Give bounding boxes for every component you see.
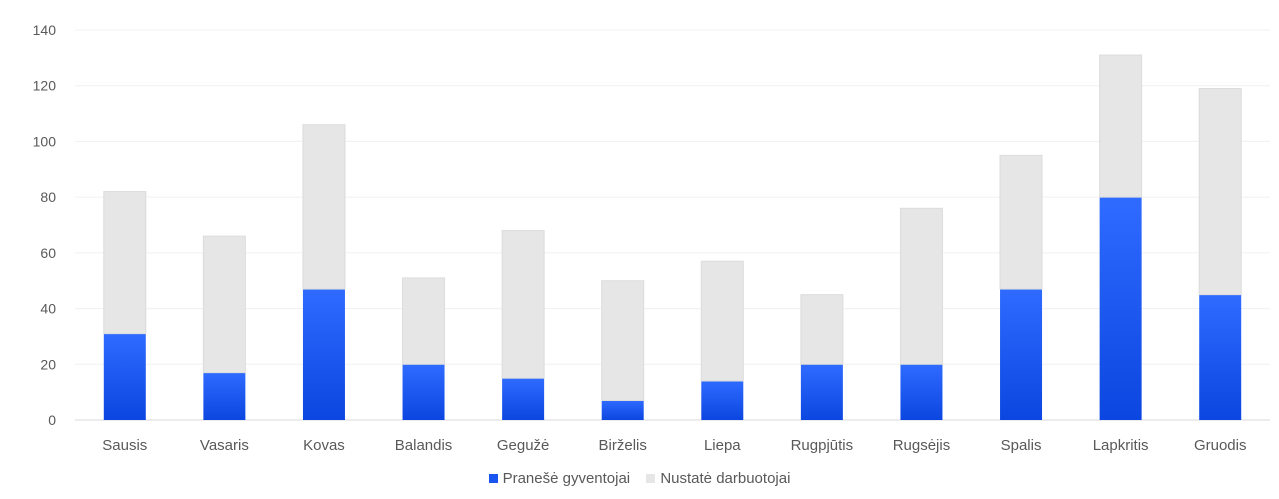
x-category-label: Vasaris: [200, 437, 249, 454]
x-category-label: Rugsėjis: [893, 437, 951, 454]
y-tick-label: 80: [40, 189, 56, 205]
bar-segment-residents: [103, 333, 146, 420]
bar-segment-residents: [1199, 294, 1242, 420]
y-tick-label: 40: [40, 301, 56, 317]
legend: Pranešė gyventojai Nustatė darbuotojai: [0, 470, 1279, 487]
bar-segment-staff: [601, 280, 645, 402]
x-axis-labels: Sausis Vasaris Kovas Balandis Gegužė Birželis…: [102, 437, 1246, 454]
bar-segment-residents: [1000, 289, 1043, 420]
bar-chart: 0 20 40 60 80 100 120 140 Sausis Vasaris Kovas Bal…: [33, 22, 1270, 454]
x-category-label: Gegužė: [497, 437, 550, 454]
x-category-label: Birželis: [599, 437, 647, 454]
x-category-label: Liepa: [704, 437, 741, 454]
bar-segment-residents: [402, 364, 445, 420]
bars: [103, 54, 1242, 420]
bar-segment-staff: [402, 277, 446, 365]
y-tick-label: 100: [33, 133, 57, 149]
legend-label: Pranešė gyventojai: [502, 470, 631, 487]
bar-segment-staff: [501, 230, 545, 379]
x-category-label: Sausis: [102, 437, 147, 454]
x-category-label: Rugpjūtis: [791, 437, 854, 454]
bar-segment-staff: [700, 260, 744, 382]
bar-segment-residents: [900, 364, 943, 420]
legend-item-series-2: Nustatė darbuotojai: [646, 470, 790, 487]
x-category-label: Gruodis: [1194, 437, 1247, 454]
bar-segment-residents: [701, 381, 744, 420]
gridlines: [75, 29, 1270, 421]
bar-segment-staff: [1099, 54, 1143, 198]
bar-segment-staff: [1198, 88, 1242, 296]
bar-segment-staff: [999, 154, 1043, 290]
bar-segment-staff: [202, 235, 246, 374]
y-tick-label: 140: [33, 22, 57, 38]
x-category-label: Lapkritis: [1093, 437, 1149, 454]
bar-segment-residents: [203, 372, 246, 420]
bar-segment-residents: [502, 378, 545, 420]
legend-swatch-blue: [488, 474, 498, 483]
bar-segment-staff: [103, 191, 147, 335]
bar-segment-residents: [1099, 197, 1142, 420]
x-category-label: Kovas: [303, 437, 345, 454]
y-axis-ticks: 0 20 40 60 80 100 120 140: [33, 22, 57, 428]
bar-segment-residents: [601, 400, 644, 420]
legend-label: Nustatė darbuotojai: [660, 470, 791, 487]
y-tick-label: 0: [48, 412, 56, 428]
bar-segment-staff: [899, 207, 943, 365]
legend-swatch-gray: [646, 474, 656, 483]
legend-item-series-1: Pranešė gyventojai: [488, 470, 631, 487]
bar-segment-staff: [302, 124, 346, 290]
bar-segment-residents: [800, 364, 843, 420]
y-tick-label: 60: [40, 245, 56, 261]
x-category-label: Balandis: [395, 437, 453, 454]
bar-segment-residents: [302, 289, 345, 420]
y-tick-label: 20: [40, 356, 56, 372]
x-category-label: Spalis: [1001, 437, 1042, 454]
bar-segment-staff: [800, 294, 844, 365]
y-tick-label: 120: [33, 78, 57, 94]
